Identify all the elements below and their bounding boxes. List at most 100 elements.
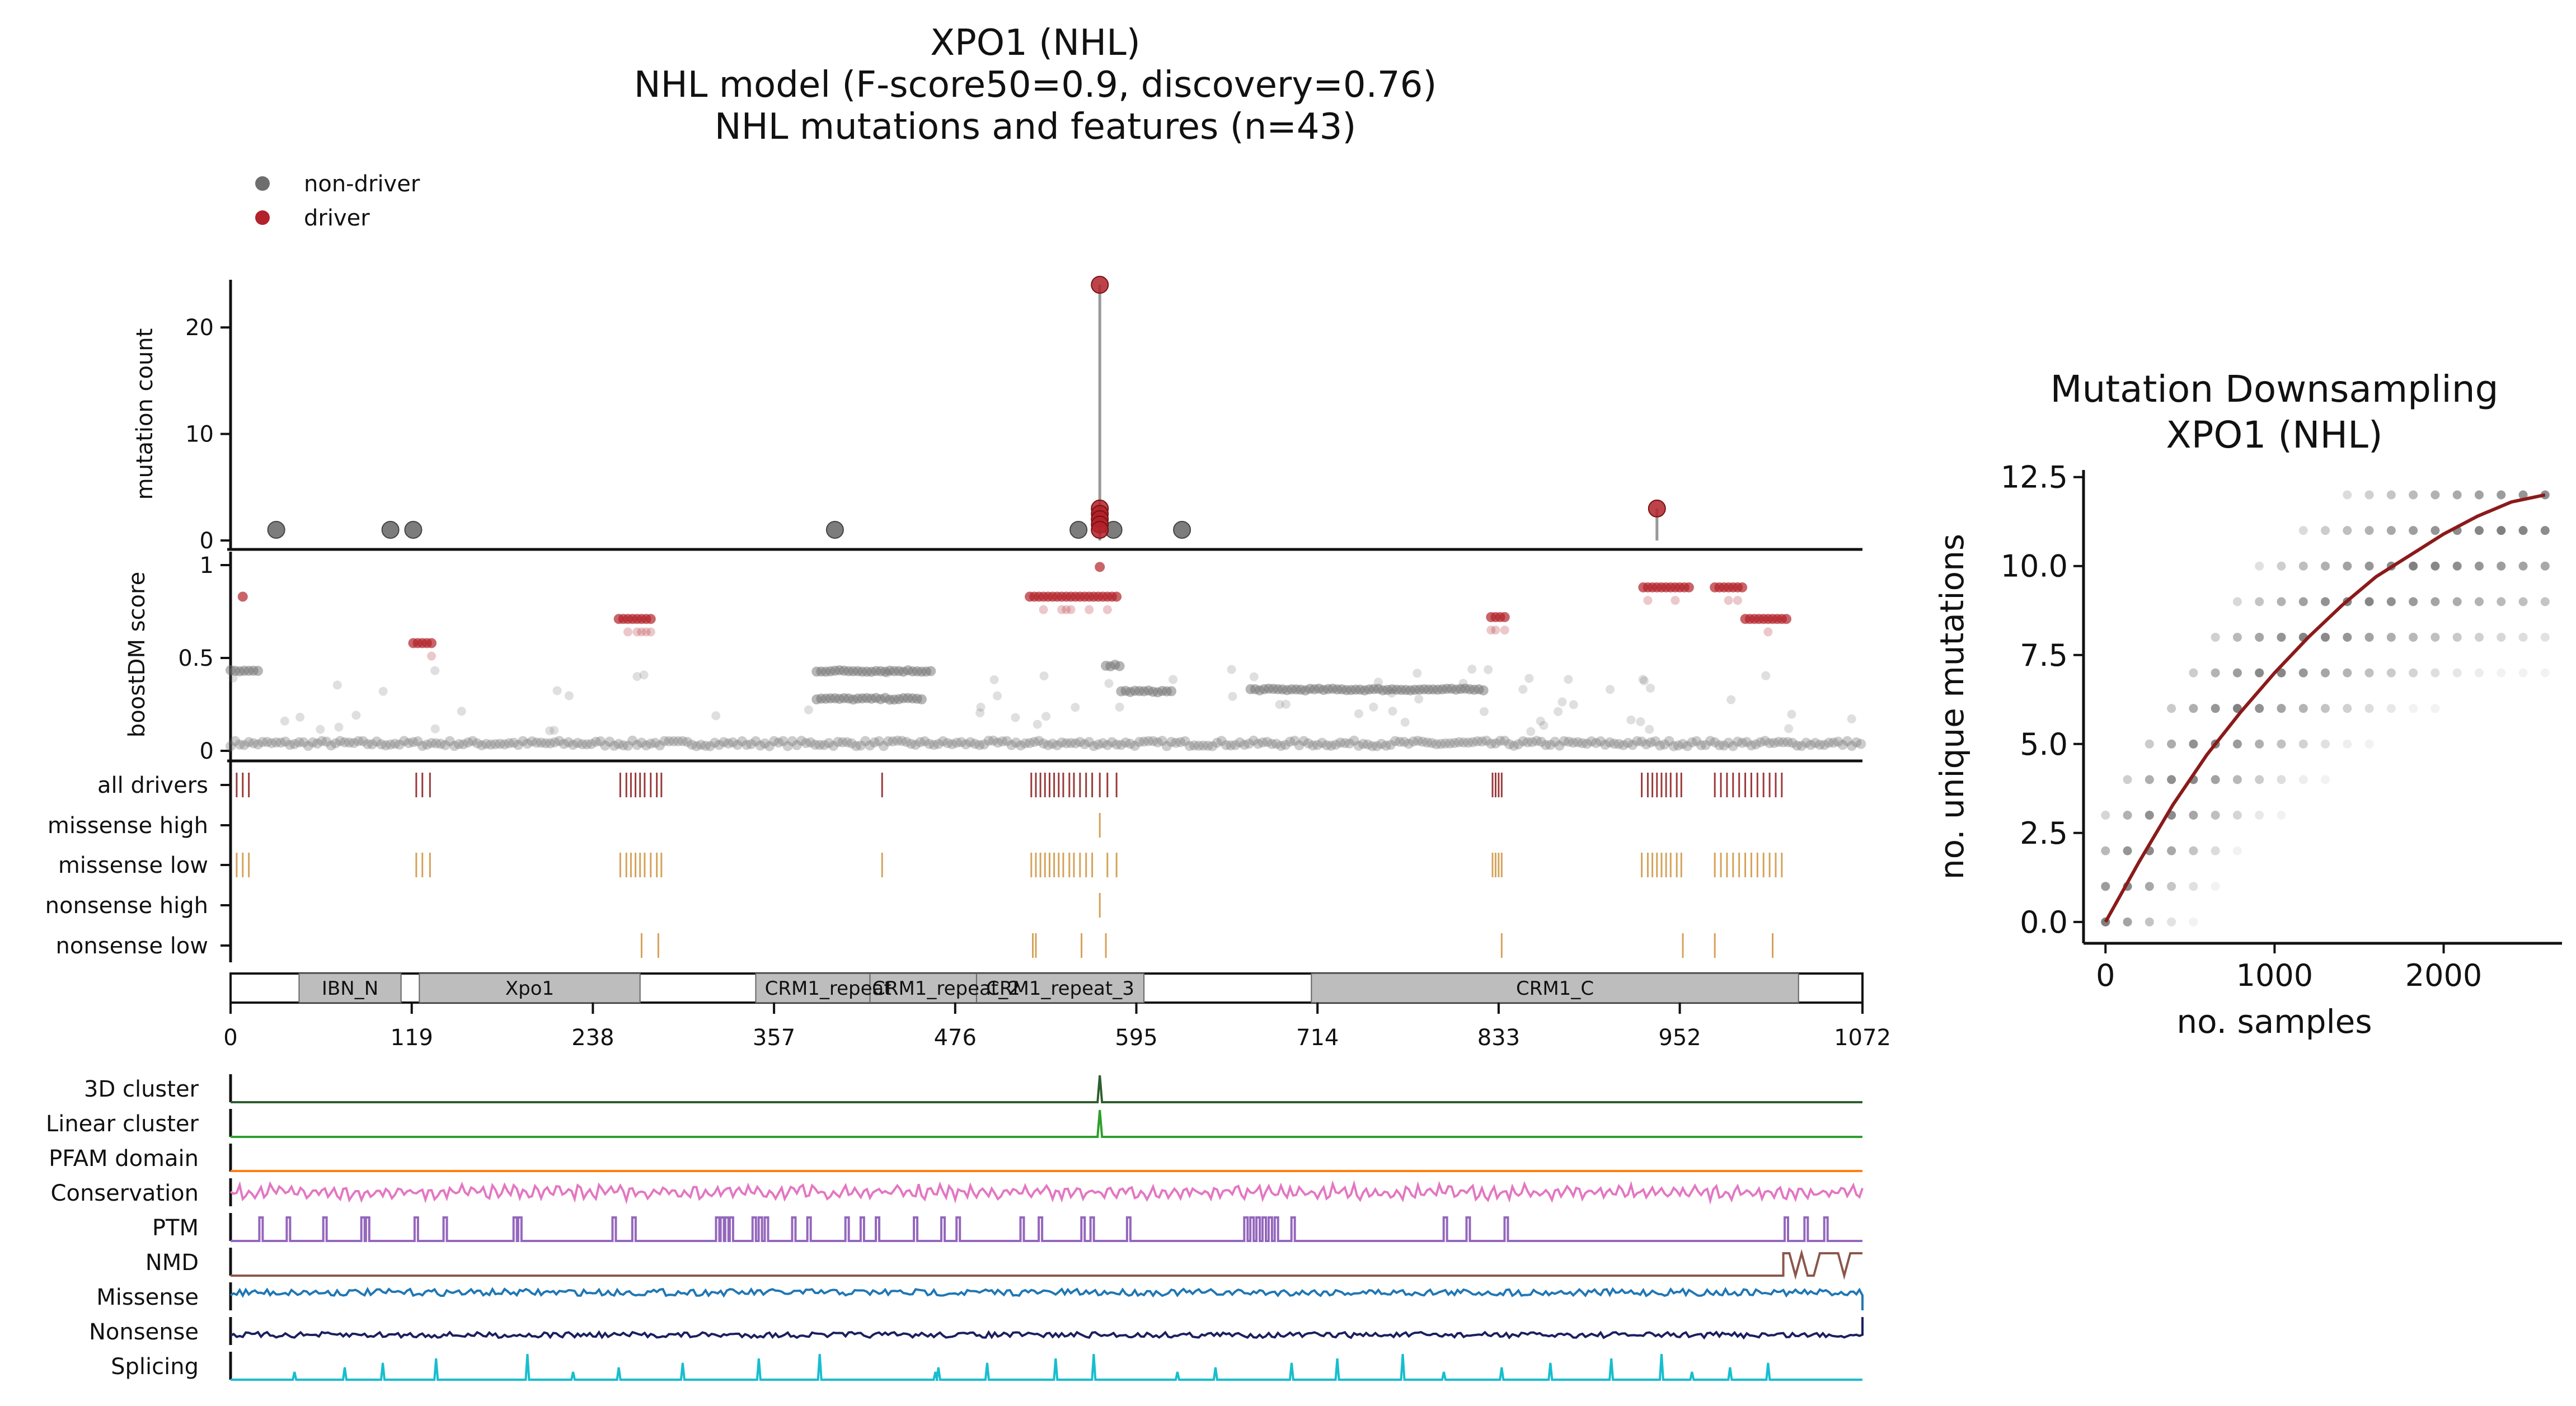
boostdm-point-non-driver xyxy=(531,737,542,748)
boostdm-point-non-driver xyxy=(810,740,820,750)
downsampling-y-tick-label: 5.0 xyxy=(2020,727,2068,762)
downsampling-point xyxy=(2343,632,2352,642)
boostdm-point-non-driver xyxy=(504,738,514,749)
boostdm-point-non-driver xyxy=(1102,740,1113,750)
boostdm-point-non-driver xyxy=(590,736,601,747)
boostdm-point-non-driver xyxy=(1467,737,1478,747)
boostdm-point-driver xyxy=(1737,582,1748,593)
boostdm-point-non-driver xyxy=(298,737,309,747)
boostdm-point-non-driver xyxy=(581,739,592,750)
boostdm-point-non-driver xyxy=(1129,740,1140,751)
downsampling-point xyxy=(2409,561,2418,571)
domain-label: Xpo1 xyxy=(505,977,554,1000)
boostdm-point-non-driver xyxy=(1262,736,1273,747)
downsampling-x-tick-label: 0 xyxy=(2096,958,2115,993)
boostdm-point-non-driver xyxy=(1655,740,1665,751)
downsampling-point xyxy=(2255,811,2264,820)
boostdm-point-non-driver xyxy=(1705,736,1715,746)
boostdm-point-non-driver xyxy=(705,741,715,751)
boostdm-point-non-driver xyxy=(1467,665,1477,674)
boostdm-point-non-driver xyxy=(545,726,555,736)
boostdm-point-non-driver xyxy=(1435,739,1446,749)
boostdm-point-driver-faint xyxy=(623,627,632,637)
boostdm-point-non-driver xyxy=(1052,740,1063,751)
downsampling-point xyxy=(2232,632,2242,642)
boostdm-point-non-driver xyxy=(974,740,985,750)
boostdm-point-non-driver xyxy=(499,739,510,750)
boostdm-point-non-driver xyxy=(1321,740,1332,751)
boostdm-point-non-driver xyxy=(989,675,999,684)
domain-x-tick-label: 833 xyxy=(1477,1025,1520,1051)
downsampling-point xyxy=(2409,632,2418,642)
boostdm-point-non-driver xyxy=(1207,741,1218,751)
boostdm-point-non-driver xyxy=(736,736,747,746)
downsampling-point xyxy=(2497,490,2506,500)
downsampling-point xyxy=(2277,704,2286,713)
downsampling-point xyxy=(2232,811,2242,820)
boostdm-point-non-driver xyxy=(1266,739,1277,749)
boostdm-point-non-driver xyxy=(979,739,989,750)
feature-line xyxy=(229,1180,1864,1205)
boostdm-point-non-driver xyxy=(742,740,752,750)
downsampling-point xyxy=(2343,704,2352,713)
boostdm-point-non-driver xyxy=(595,736,606,746)
boostdm-point-non-driver xyxy=(1444,738,1455,749)
boostdm-point-non-driver xyxy=(1569,700,1578,709)
boostdm-point-non-driver xyxy=(294,737,304,747)
boostdm-point-non-driver xyxy=(1784,724,1794,733)
boostdm-point-non-driver xyxy=(568,740,579,750)
downsampling-point xyxy=(2474,597,2484,606)
downsampling-point xyxy=(2232,739,2242,749)
downsampling-point xyxy=(2298,561,2308,571)
boostdm-point-non-driver xyxy=(1590,738,1601,749)
boostdm-point-non-driver xyxy=(378,686,388,696)
boostdm-point-non-driver xyxy=(1057,737,1067,748)
downsampling-point xyxy=(2123,775,2132,784)
boostdm-point-non-driver xyxy=(349,737,359,748)
boostdm-point-non-driver xyxy=(1157,736,1167,746)
boostdm-point-non-driver xyxy=(750,736,761,746)
boostdm-point-non-driver xyxy=(1354,709,1363,718)
boostdm-point-non-driver xyxy=(1104,679,1114,688)
boostdm-point-non-driver xyxy=(1340,738,1350,749)
downsampling-point xyxy=(2211,704,2220,713)
downsampling-point xyxy=(2474,668,2484,678)
boostdm-point-non-driver xyxy=(1253,739,1264,749)
boostdm-point-non-driver xyxy=(1084,737,1095,747)
downsampling-y-tick-label: 7.5 xyxy=(2020,638,2068,673)
downsampling-point xyxy=(2255,775,2264,784)
boostdm-point-non-driver xyxy=(1664,736,1674,746)
boostdm-point-non-driver xyxy=(1742,737,1752,747)
boostdm-point-non-driver xyxy=(481,739,491,749)
downsampling-point xyxy=(2298,739,2308,749)
boostdm-point-driver-faint xyxy=(1085,605,1094,614)
boostdm-point-non-driver xyxy=(1344,738,1355,749)
downsampling-panel: Mutation Downsampling XPO1 (NHL) 0.0 2.5 5… xyxy=(1933,368,2562,1041)
boostdm-point-non-driver xyxy=(454,739,464,750)
boostdm-point-non-driver xyxy=(1275,700,1284,709)
boostdm-point-non-driver xyxy=(1203,740,1213,751)
downsampling-x-label: no. samples xyxy=(2176,1003,2372,1041)
boostdm-point-non-driver xyxy=(604,736,615,747)
boostdm-point-non-driver xyxy=(1478,685,1489,695)
domain-block xyxy=(1311,973,1799,1003)
downsampling-point xyxy=(2452,490,2462,500)
downsampling-point xyxy=(2343,668,2352,678)
lollipop-point-non-driver xyxy=(1173,520,1191,539)
boostdm-point-non-driver xyxy=(1463,737,1474,748)
downsampling-point xyxy=(2364,526,2374,535)
boostdm-y-tick-label: 1 xyxy=(200,553,214,579)
downsampling-y-tick-label: 2.5 xyxy=(2020,816,2068,851)
boostdm-point-non-driver xyxy=(1554,707,1563,716)
boostdm-point-non-driver xyxy=(673,736,683,746)
boostdm-point-non-driver xyxy=(472,738,482,749)
boostdm-point-non-driver xyxy=(1169,675,1178,684)
downsampling-point xyxy=(2211,882,2220,891)
downsampling-point xyxy=(2277,561,2286,571)
boostdm-point-driver-faint xyxy=(427,651,437,661)
boostdm-point-non-driver xyxy=(457,707,466,716)
boostdm-point-non-driver xyxy=(833,737,843,747)
downsampling-point xyxy=(2167,917,2176,927)
lollipop-point-non-driver xyxy=(267,520,285,539)
boostdm-point-non-driver xyxy=(1645,737,1656,747)
